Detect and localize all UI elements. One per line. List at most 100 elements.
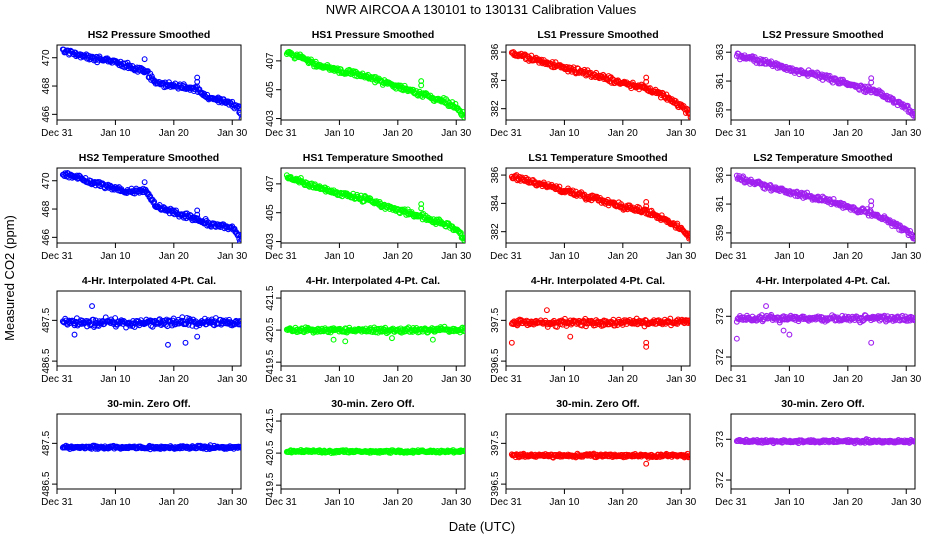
series-points: [733, 303, 915, 346]
panel-11: 4-Hr. Interpolated 4-Pt. Cal. 372 373 Dec 3…: [715, 275, 922, 385]
y-tick-label: 372: [715, 348, 726, 365]
y-tick-label: 468: [41, 200, 52, 217]
y-tick-label: 468: [41, 77, 52, 94]
data-point: [461, 447, 465, 454]
x-tick-label: Jan 30: [441, 374, 471, 385]
y-tick-label: 407: [265, 52, 276, 69]
y-tick-label: 470: [41, 49, 52, 66]
series-points: [59, 303, 241, 348]
x-tick-label: Dec 31: [265, 374, 297, 385]
y-tick-label: 486.5: [41, 471, 52, 496]
series-points: [508, 172, 690, 242]
outlier-point: [763, 303, 769, 310]
y-tick-label: 470: [41, 172, 52, 189]
x-tick-label: Jan 30: [441, 251, 471, 262]
outlier-point: [194, 211, 201, 218]
x-tick-label: Jan 10: [324, 497, 354, 508]
x-tick-label: Jan 10: [774, 374, 804, 385]
data-point: [687, 114, 690, 120]
x-tick-label: Jan 10: [100, 251, 130, 262]
data-point: [462, 448, 465, 455]
outlier-point: [643, 74, 650, 81]
plot-frame: [730, 413, 916, 490]
panel-2: LS1 Pressure Smoothed 382 384 386 Dec 31 Jan …: [490, 29, 697, 139]
plot-frame: [56, 413, 242, 490]
data-point: [912, 115, 915, 120]
panel-title: 30-min. Zero Off.: [556, 398, 640, 410]
x-tick-label: Dec 31: [715, 251, 747, 262]
x-tick-label: Jan 10: [324, 374, 354, 385]
y-tick-label: 466: [41, 106, 52, 123]
outlier-point: [643, 199, 650, 205]
x-tick-label: Jan 30: [217, 374, 247, 385]
outlier-point: [418, 82, 425, 89]
x-tick-label: Jan 20: [383, 128, 413, 139]
plot-frame: [56, 44, 242, 121]
outlier-point: [330, 336, 337, 343]
panel-title: 30-min. Zero Off.: [331, 398, 415, 410]
outlier-point: [868, 202, 875, 209]
data-point: [78, 320, 85, 327]
x-tick-label: Dec 31: [41, 497, 73, 508]
data-point: [911, 438, 915, 445]
series-points: [283, 48, 465, 120]
x-tick-label: Jan 20: [833, 128, 863, 139]
outlier-point: [418, 205, 425, 212]
data-point: [445, 327, 452, 334]
data-point: [112, 315, 119, 321]
y-tick-label: 403: [265, 233, 276, 250]
panel-title: HS2 Temperature Smoothed: [79, 152, 219, 164]
x-tick-label: Jan 10: [100, 374, 130, 385]
x-tick-label: Jan 10: [324, 128, 354, 139]
panel-grid: HS2 Pressure Smoothed 466 468 470 Dec 31 Jan …: [41, 29, 922, 508]
panel-13: 30-min. Zero Off. 419.5 420.5 421.5 Dec 31 Ja…: [265, 398, 472, 508]
data-point: [407, 86, 414, 93]
data-point: [911, 316, 915, 323]
data-point: [350, 190, 357, 197]
data-point: [235, 103, 241, 109]
y-tick-label: 421.5: [265, 408, 276, 433]
data-point: [462, 111, 465, 118]
panel-6: LS1 Temperature Smoothed 382 384 386 Dec 31 J…: [490, 152, 697, 262]
series-points: [59, 46, 241, 120]
series-points: [508, 450, 690, 467]
outlier-point: [567, 333, 574, 340]
data-point: [462, 328, 465, 335]
series-points: [508, 49, 690, 120]
y-tick-label: 486.5: [41, 348, 52, 373]
y-tick-label: 421.5: [265, 285, 276, 310]
x-tick-label: Jan 30: [666, 128, 696, 139]
y-tick-label: 361: [715, 72, 726, 89]
outlier-point: [733, 335, 740, 342]
plot-frame: [730, 44, 916, 121]
panel-title: 30-min. Zero Off.: [107, 398, 191, 410]
y-tick-label: 487.5: [41, 307, 52, 332]
data-point: [687, 233, 690, 240]
outlier-point: [389, 335, 395, 342]
x-tick-label: Jan 20: [608, 128, 638, 139]
data-point: [658, 212, 665, 219]
data-point: [686, 234, 690, 241]
x-tick-label: Jan 30: [217, 128, 247, 139]
data-point: [686, 452, 690, 459]
outlier-point: [182, 339, 189, 346]
x-tick-label: Jan 20: [383, 497, 413, 508]
x-tick-label: Dec 31: [490, 497, 522, 508]
outlier-point: [643, 460, 650, 467]
x-tick-label: Jan 10: [774, 128, 804, 139]
x-tick-label: Jan 20: [383, 251, 413, 262]
x-tick-label: Jan 30: [891, 497, 921, 508]
panel-title: 4-Hr. Interpolated 4-Pt. Cal.: [756, 275, 890, 287]
x-tick-label: Jan 20: [159, 251, 189, 262]
outlier-point: [780, 327, 787, 334]
outlier-point: [194, 333, 201, 340]
panel-3: LS2 Pressure Smoothed 359 361 363 Dec 31 Jan …: [715, 29, 922, 139]
data-point: [558, 318, 564, 325]
x-tick-label: Dec 31: [265, 128, 297, 139]
y-tick-label: 420.5: [265, 317, 276, 342]
y-tick-label: 363: [715, 43, 726, 60]
x-tick-label: Jan 30: [666, 497, 696, 508]
data-point: [367, 75, 374, 81]
panel-1: HS1 Pressure Smoothed 403 405 407 Dec 31 Jan …: [265, 29, 472, 139]
y-tick-label: 397.5: [490, 307, 501, 332]
